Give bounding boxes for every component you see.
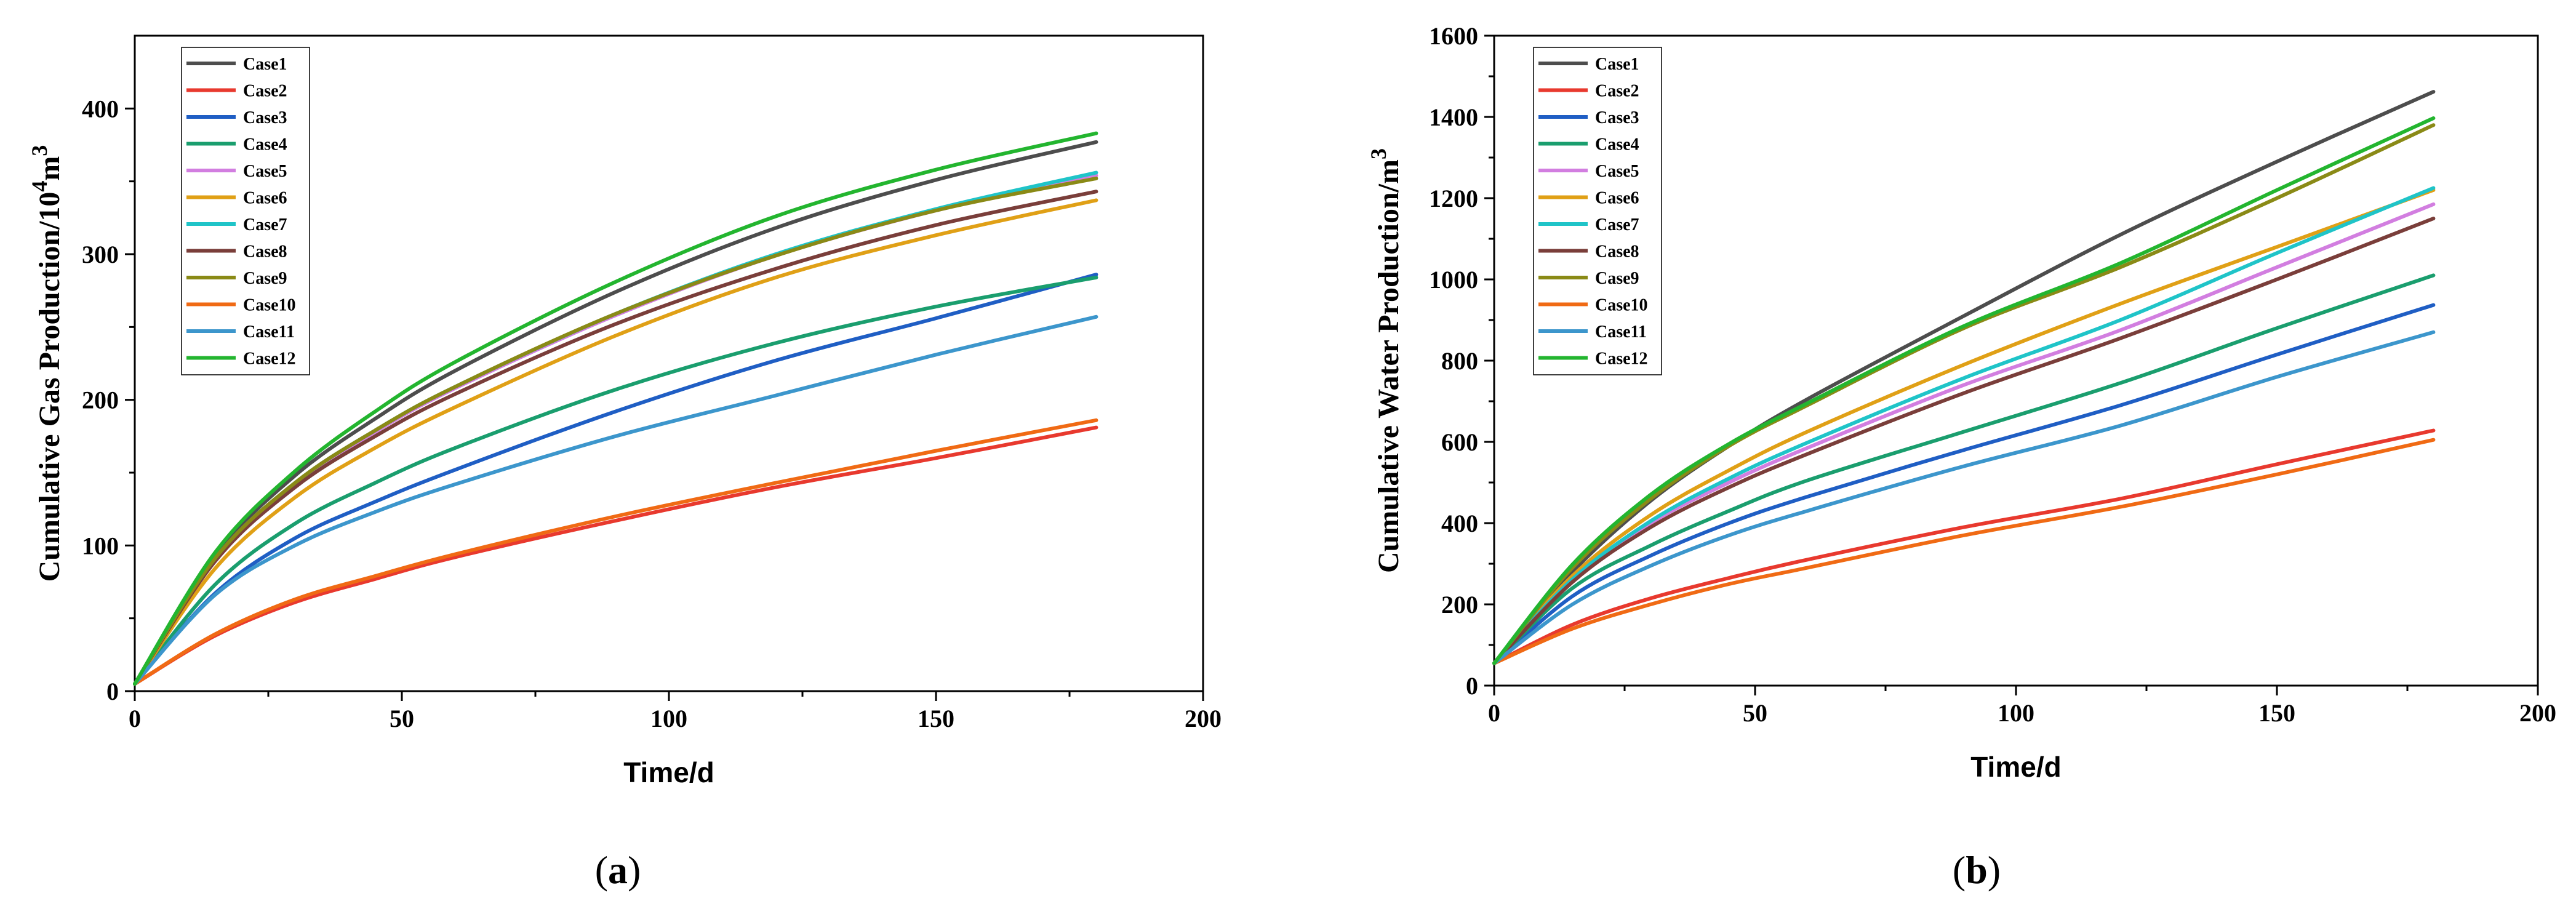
x-tick-label: 50	[390, 705, 414, 732]
panel-paren-open: (	[1953, 848, 1966, 892]
legend-label: Case1	[243, 55, 287, 74]
series-line-case12	[1492, 116, 2436, 665]
series-line-case2	[1492, 428, 2436, 665]
y-tick-label: 400	[82, 95, 119, 122]
legend-label: Case2	[243, 82, 287, 101]
legend-label: Case12	[1595, 350, 1648, 369]
chart-b: 0 50 100 150 200 0 200 400 600 800 1000 1200 1400 160…	[1366, 22, 2556, 892]
legend-label: Case6	[243, 189, 287, 208]
legend-label: Case5	[243, 162, 287, 181]
legend-label: Case4	[1595, 135, 1639, 154]
legend-label: Case8	[1595, 242, 1639, 262]
legend-label: Case10	[1595, 296, 1648, 315]
series-line-case1	[1492, 90, 2436, 665]
y-axis-label-unit: m	[33, 156, 66, 181]
x-tick-label: 0	[1488, 699, 1500, 727]
series-line-case6	[1492, 188, 2436, 665]
x-axis-label: Time/d	[1970, 751, 2061, 783]
y-tick-label: 1600	[1429, 22, 1478, 50]
y-axis-label: Cumulative Water Production/m3	[1366, 148, 1405, 573]
legend-label: Case7	[243, 215, 287, 234]
y-axis-label-sup: 4	[27, 181, 52, 192]
y-tick-label: 800	[1441, 347, 1478, 375]
panel-letter: a	[608, 848, 628, 892]
legend-b: Case1 Case2 Case3 Case4 Case5 Case6 Case7 Case8…	[1533, 47, 1662, 375]
legend-label: Case8	[243, 242, 287, 262]
y-axis-label-sup: 3	[1366, 148, 1391, 159]
legend-label: Case11	[243, 322, 295, 342]
x-tick-label: 50	[1743, 699, 1767, 727]
legend-label: Case3	[1595, 108, 1639, 127]
legend-label: Case5	[1595, 162, 1639, 181]
x-tick-label: 150	[2258, 699, 2295, 727]
legend-label: Case9	[243, 269, 287, 288]
y-axis-label-unit-sup: 3	[27, 145, 52, 156]
series-line-case3	[1492, 303, 2436, 665]
x-tick-label: 0	[129, 705, 141, 732]
series-line-case4	[133, 275, 1098, 686]
legend-label: Case11	[1595, 322, 1647, 342]
y-tick-label: 100	[82, 532, 119, 559]
legend-label: Case2	[1595, 82, 1639, 101]
series-line-case8	[133, 190, 1098, 686]
series-line-case11	[1492, 330, 2436, 665]
x-tick-label: 100	[1998, 699, 2034, 727]
y-tick-label: 1200	[1429, 185, 1478, 212]
legend-label: Case3	[243, 108, 287, 127]
legend-label: Case10	[243, 296, 296, 315]
legend-a: Case1 Case2 Case3 Case4 Case5 Case6 Case7 Case8…	[181, 47, 310, 375]
y-tick-label: 300	[82, 241, 119, 268]
panel-letter: b	[1966, 848, 1988, 892]
series-line-case6	[133, 198, 1098, 686]
y-axis-label-text: Cumulative Water Production/m	[1372, 159, 1405, 573]
y-tick-label: 1400	[1429, 103, 1478, 131]
legend-label: Case12	[243, 350, 296, 369]
legend-label: Case4	[243, 135, 287, 154]
legend-box	[181, 47, 310, 375]
series-line-case8	[1492, 217, 2436, 665]
series-line-case11	[133, 314, 1098, 686]
legend-label: Case7	[1595, 215, 1639, 234]
legend-label: Case6	[1595, 189, 1639, 208]
series-line-case9	[133, 176, 1098, 686]
y-tick-label: 0	[106, 678, 119, 705]
x-tick-label: 150	[918, 705, 954, 732]
y-tick-label: 400	[1441, 510, 1478, 537]
legend-label: Case9	[1595, 269, 1639, 288]
y-tick-label: 1000	[1429, 266, 1478, 294]
x-tick-label: 100	[650, 705, 687, 732]
panel-label-a: (a)	[595, 848, 641, 892]
y-tick-label: 0	[1466, 672, 1478, 700]
y-tick-label: 600	[1441, 428, 1478, 456]
x-tick-label: 200	[2519, 699, 2556, 727]
panel-paren-open: (	[595, 848, 608, 892]
series-line-case1	[133, 140, 1098, 686]
series-line-case12	[133, 131, 1098, 686]
series-line-case2	[133, 425, 1098, 686]
y-axis-label-text: Cumulative Gas Production/10	[33, 192, 66, 582]
series-line-case4	[1492, 273, 2436, 665]
series-line-case10	[1492, 438, 2436, 665]
legend-box	[1533, 47, 1662, 375]
y-axis-label: Cumulative Gas Production/104m3	[27, 145, 66, 582]
y-tick-label: 200	[1441, 591, 1478, 619]
series-line-case7	[1492, 186, 2436, 665]
chart-a: 0 50 100 150 200 0 100 200 300 400 Time/d Cumulativ…	[27, 34, 1222, 892]
x-tick-label: 200	[1185, 705, 1222, 732]
series-line-case3	[133, 273, 1098, 686]
panel-paren-close: )	[628, 848, 641, 892]
legend-label: Case1	[1595, 55, 1639, 74]
panel-label-b: (b)	[1953, 848, 2001, 892]
y-tick-label: 200	[82, 386, 119, 414]
x-axis-label: Time/d	[623, 756, 714, 788]
panel-paren-close: )	[1988, 848, 2001, 892]
series-line-case10	[133, 418, 1098, 686]
